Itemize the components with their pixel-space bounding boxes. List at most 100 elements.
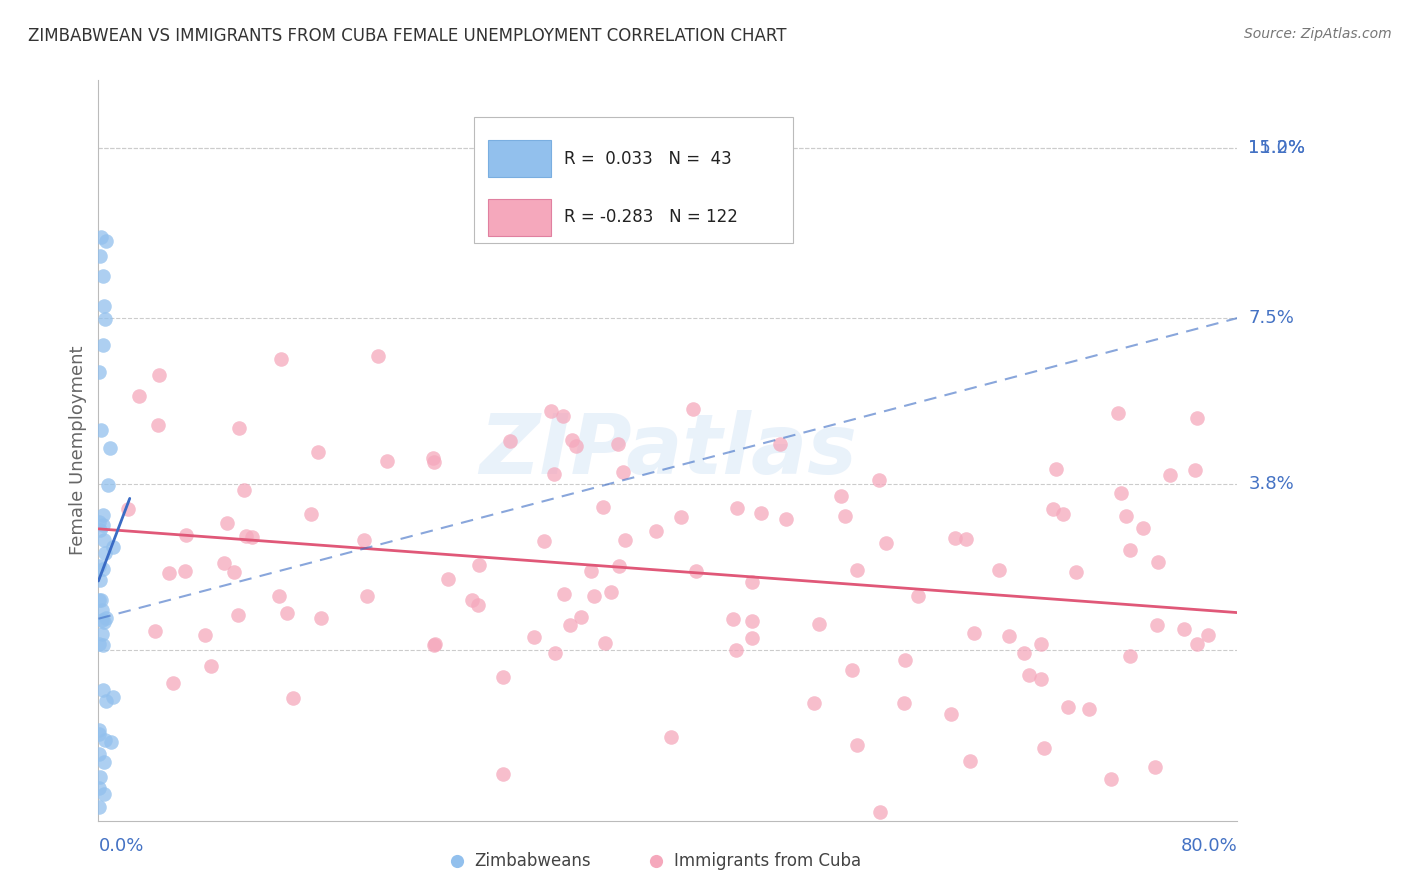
Point — [1185, 637, 1208, 651]
Point — [558, 618, 581, 632]
Point — [845, 563, 868, 577]
Point — [1143, 759, 1166, 773]
Text: Zimbabweans: Zimbabweans — [474, 853, 591, 871]
Point — [100, 735, 122, 749]
Point — [87, 727, 110, 741]
Point — [561, 433, 583, 447]
Point — [894, 653, 917, 667]
Point — [98, 442, 121, 456]
Point — [222, 565, 245, 579]
Point — [685, 565, 707, 579]
Point — [907, 589, 929, 603]
Point — [94, 694, 117, 708]
Point — [96, 610, 118, 624]
Point — [749, 506, 772, 520]
Point — [90, 230, 112, 244]
Point — [1187, 410, 1209, 425]
Point — [682, 401, 704, 416]
Point — [1042, 502, 1064, 516]
Point — [1064, 565, 1087, 579]
Point — [725, 501, 748, 516]
Point — [955, 532, 977, 546]
Point — [93, 508, 115, 523]
Point — [540, 403, 562, 417]
Point — [723, 612, 745, 626]
FancyBboxPatch shape — [474, 117, 793, 244]
Point — [93, 756, 115, 770]
Point — [423, 636, 446, 650]
Point — [87, 747, 110, 761]
Point — [240, 530, 263, 544]
Point — [89, 800, 111, 814]
Point — [89, 723, 111, 737]
Point — [1099, 772, 1122, 787]
Point — [644, 524, 666, 538]
Point — [89, 637, 111, 651]
Point — [93, 533, 115, 547]
Point — [1119, 649, 1142, 664]
Point — [997, 629, 1019, 643]
Point — [437, 572, 460, 586]
Point — [87, 558, 110, 573]
Point — [569, 610, 592, 624]
Text: R =  0.033   N =  43: R = 0.033 N = 43 — [564, 151, 733, 169]
Point — [1052, 507, 1074, 521]
Text: Immigrants from Cuba: Immigrants from Cuba — [673, 853, 860, 871]
Point — [1032, 740, 1054, 755]
Point — [1159, 468, 1181, 483]
Text: 11.2%: 11.2% — [1249, 138, 1306, 157]
Point — [846, 738, 869, 752]
Point — [582, 589, 605, 603]
Point — [659, 730, 682, 744]
Point — [987, 563, 1010, 577]
Point — [89, 573, 111, 587]
Point — [941, 707, 963, 722]
Point — [93, 311, 115, 326]
Point — [1197, 627, 1219, 641]
Point — [769, 436, 792, 450]
Point — [128, 389, 150, 403]
Point — [269, 590, 291, 604]
Point — [89, 249, 111, 263]
Point — [226, 607, 249, 622]
Bar — [488, 139, 551, 177]
Point — [741, 614, 763, 628]
Text: Source: ZipAtlas.com: Source: ZipAtlas.com — [1244, 27, 1392, 41]
Point — [741, 631, 763, 645]
Point — [101, 690, 124, 704]
Point — [1029, 673, 1052, 687]
Point — [94, 234, 117, 248]
Point — [830, 490, 852, 504]
Point — [775, 512, 797, 526]
Point — [148, 368, 170, 382]
Point — [1146, 555, 1168, 569]
Point — [593, 635, 616, 649]
Point — [606, 436, 628, 450]
Text: ZIMBABWEAN VS IMMIGRANTS FROM CUBA FEMALE UNEMPLOYMENT CORRELATION CHART: ZIMBABWEAN VS IMMIGRANTS FROM CUBA FEMAL… — [28, 27, 786, 45]
Point — [270, 352, 292, 367]
Point — [87, 780, 110, 795]
Point — [803, 696, 825, 710]
Point — [875, 535, 897, 549]
Point — [89, 515, 111, 529]
Point — [612, 465, 634, 479]
Point — [235, 529, 257, 543]
Point — [162, 676, 184, 690]
Point — [1132, 521, 1154, 535]
Point — [91, 338, 114, 352]
Point — [492, 767, 515, 781]
Point — [741, 575, 763, 590]
Point — [356, 589, 378, 603]
Point — [834, 509, 856, 524]
Point — [1078, 702, 1101, 716]
Point — [523, 630, 546, 644]
Point — [97, 478, 120, 492]
Point — [281, 691, 304, 706]
Point — [492, 670, 515, 684]
Point — [200, 658, 222, 673]
Point — [232, 483, 254, 497]
Point — [309, 611, 332, 625]
Point — [841, 663, 863, 677]
Point — [945, 531, 967, 545]
Point — [89, 771, 111, 785]
